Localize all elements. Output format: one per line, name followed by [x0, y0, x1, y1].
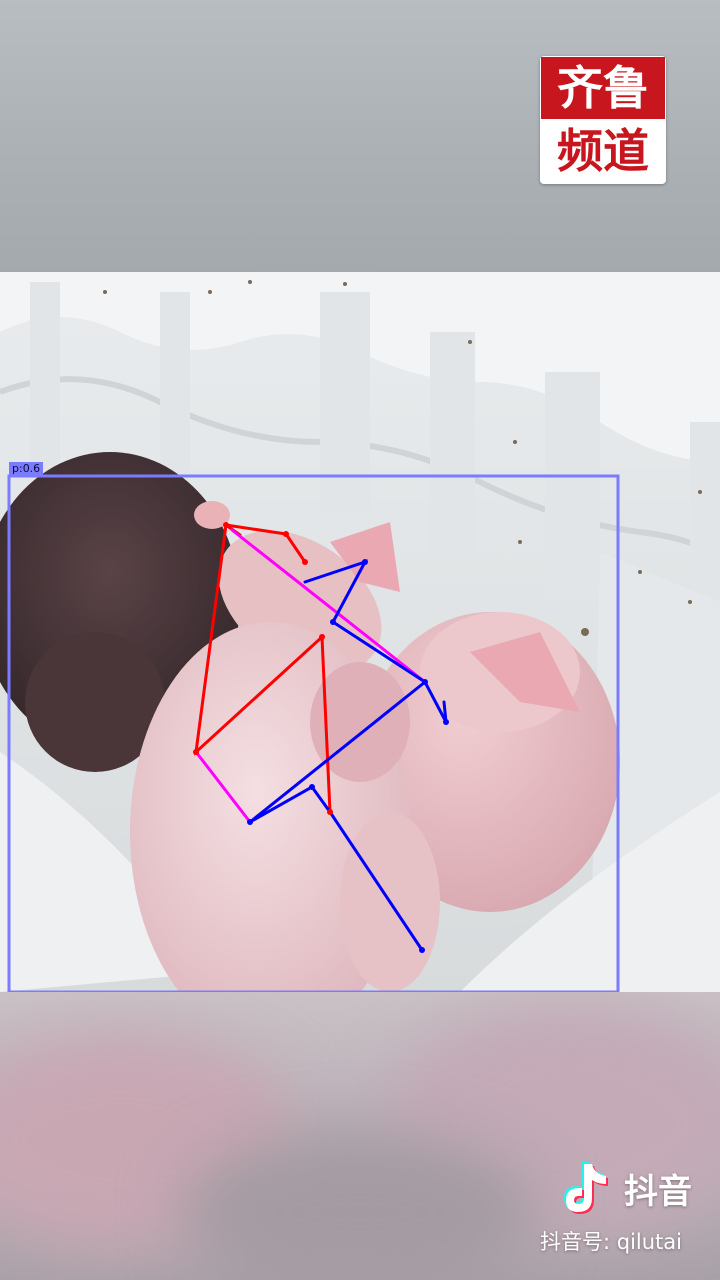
pose-keypoints — [193, 522, 333, 815]
channel-logo-line2: 频道 — [541, 120, 665, 182]
tiktok-logo-icon — [564, 1162, 608, 1214]
channel-logo: 齐鲁 频道 — [540, 56, 666, 184]
pigs-video-scene — [0, 272, 720, 992]
detection-box — [7, 474, 620, 992]
tiktok-account-id: 抖音号: qilutai — [540, 1230, 682, 1254]
pose-skeleton-center — [194, 528, 427, 824]
tiktok-app-name: 抖音 — [624, 1171, 692, 1212]
detection-confidence-label: p:0.6 — [9, 462, 44, 476]
bottom-blur-band — [0, 992, 720, 1280]
channel-logo-line1: 齐鲁 — [541, 57, 665, 119]
tiktok-watermark: 抖音 — [560, 1156, 692, 1220]
